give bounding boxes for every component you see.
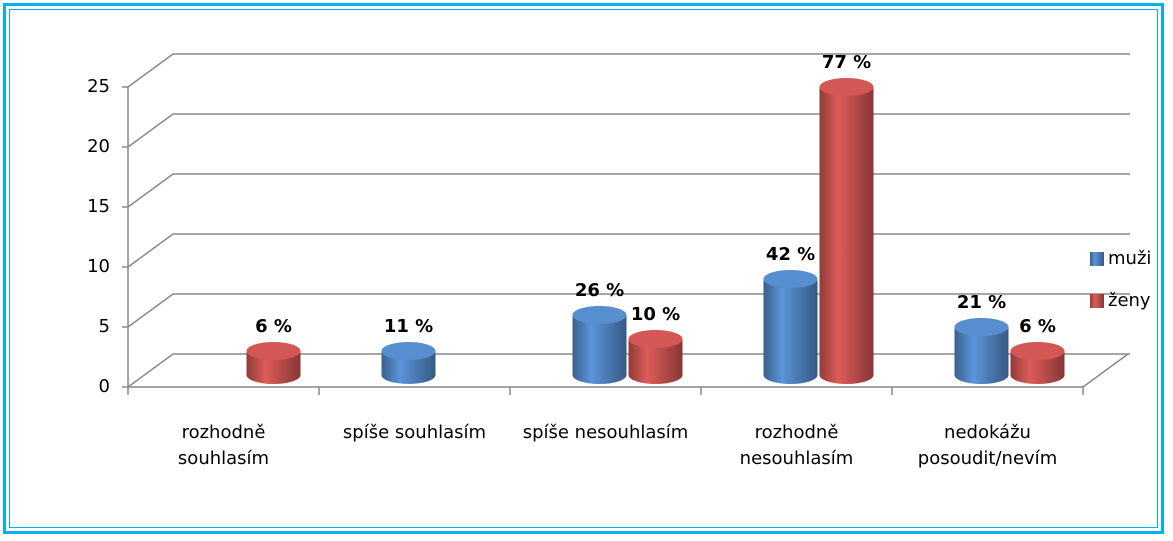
bar-top (819, 78, 874, 96)
legend-swatch (1090, 294, 1104, 308)
bar (381, 351, 436, 384)
value-label: 10 % (631, 304, 680, 325)
value-label: 11 % (384, 316, 433, 337)
bar-top (628, 330, 683, 348)
bar (572, 315, 627, 384)
value-label: 42 % (766, 244, 815, 265)
legend-label: ženy (1108, 290, 1151, 311)
y-tick-label: 5 (99, 316, 110, 337)
x-tick-label: spíše souhlasím (342, 422, 487, 443)
bar-top (381, 342, 436, 360)
bar-top (1010, 342, 1065, 360)
grid-line (127, 53, 1130, 88)
y-tick-label: 10 (87, 256, 110, 277)
bar (954, 327, 1009, 384)
bar (246, 351, 301, 384)
value-label: 21 % (957, 292, 1006, 313)
value-label: 6 % (1019, 316, 1056, 337)
x-tick-label: rozhodně nesouhlasím (739, 422, 854, 469)
grid-line (127, 173, 1130, 208)
bar-top (954, 318, 1009, 336)
bar (1010, 351, 1065, 384)
x-tick-label: rozhodně souhlasím (177, 422, 270, 469)
grid-line (127, 233, 1130, 268)
legend-swatch (1090, 252, 1104, 266)
x-tick-label: spíše nesouhlasím (522, 422, 689, 443)
bar (819, 87, 874, 384)
y-tick-label: 25 (87, 76, 110, 97)
bar (628, 339, 683, 384)
value-label: 77 % (822, 52, 871, 73)
bar-top (246, 342, 301, 360)
legend-label: muži (1108, 248, 1151, 269)
y-tick-label: 0 (99, 376, 110, 397)
frame-inner (9, 9, 1158, 528)
grid-line (127, 113, 1130, 148)
x-tick-label: nedokážu posoudit/nevím (917, 422, 1058, 469)
bar-top (572, 306, 627, 324)
frame (3, 3, 1164, 534)
value-label: 6 % (255, 316, 292, 337)
y-tick-label: 15 (87, 196, 110, 217)
value-label: 26 % (575, 280, 624, 301)
y-tick-label: 20 (87, 136, 110, 157)
bar (763, 279, 818, 384)
bar-top (763, 270, 818, 288)
